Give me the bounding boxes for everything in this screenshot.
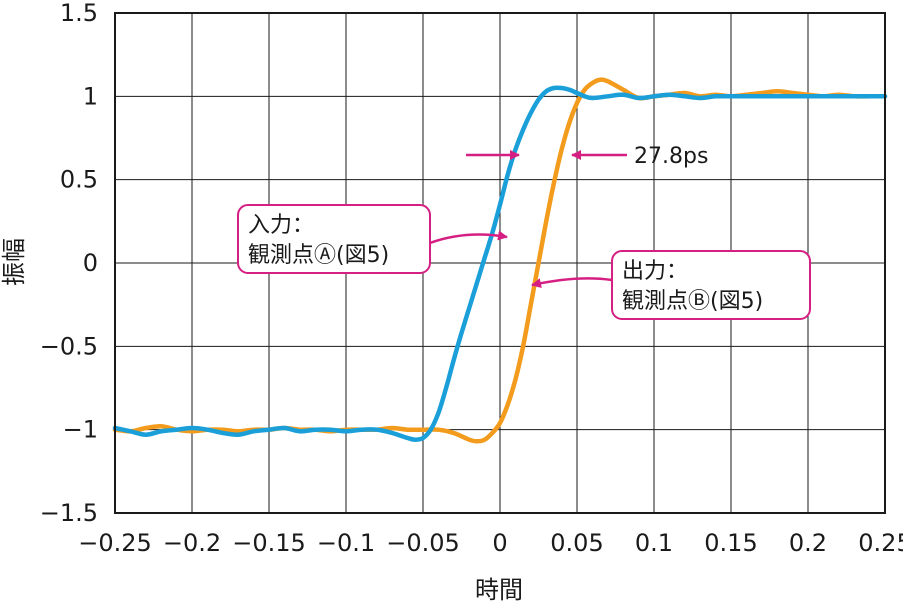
y-tick-label-4: −0.5	[40, 332, 98, 360]
y-axis-ticks: 1.5 1 0.5 0 −0.5 −1 −1.5	[40, 0, 98, 527]
input-callout-arrow	[429, 230, 508, 245]
input-callout-line1: 入力：	[248, 213, 314, 238]
x-tick-label-9: 0.2	[789, 529, 827, 557]
series-layer	[112, 77, 888, 444]
x-tick-label-8: 0.15	[704, 529, 757, 557]
series-line-input	[112, 85, 888, 442]
x-axis-label: 時間	[475, 576, 523, 604]
x-tick-label-7: 0.1	[635, 529, 673, 557]
x-tick-label-4: −0.05	[386, 529, 460, 557]
y-tick-label-2: 0.5	[60, 166, 98, 194]
x-tick-label-6: 0.05	[550, 529, 603, 557]
output-callout-arrow	[531, 277, 613, 288]
x-tick-label-1: −0.2	[163, 529, 221, 557]
input-callout: 入力： 観測点Ⓐ(図5)	[237, 204, 508, 274]
y-tick-label-1: 1	[83, 82, 98, 110]
x-tick-label-0: −0.25	[78, 529, 152, 557]
x-tick-label-5: 0	[492, 529, 507, 557]
output-callout-box	[611, 250, 811, 320]
x-tick-label-3: −0.1	[317, 529, 375, 557]
input-callout-line2: 観測点Ⓐ(図5)	[248, 243, 389, 268]
output-callout-line1: 出力：	[622, 259, 688, 284]
y-tick-label-0: 1.5	[60, 0, 98, 27]
output-callout-line2: 観測点Ⓑ(図5)	[622, 289, 763, 314]
delay-annotation: 27.8ps	[466, 144, 708, 169]
input-callout-box	[237, 204, 431, 274]
x-tick-label-10: 0.25	[858, 529, 903, 557]
delay-label: 27.8ps	[634, 144, 708, 169]
plot-area-frame	[114, 12, 886, 514]
x-axis-ticks: −0.25 −0.2 −0.15 −0.1 −0.05 0 0.05 0.1 0.15 0.2 0.…	[78, 529, 903, 557]
y-tick-label-3: 0	[83, 249, 98, 277]
y-tick-label-6: −1.5	[40, 499, 98, 527]
y-axis-label: 振幅	[0, 238, 28, 286]
y-tick-label-5: −1	[63, 416, 98, 444]
x-tick-label-2: −0.15	[232, 529, 306, 557]
output-callout: 出力： 観測点Ⓑ(図5)	[531, 250, 811, 320]
